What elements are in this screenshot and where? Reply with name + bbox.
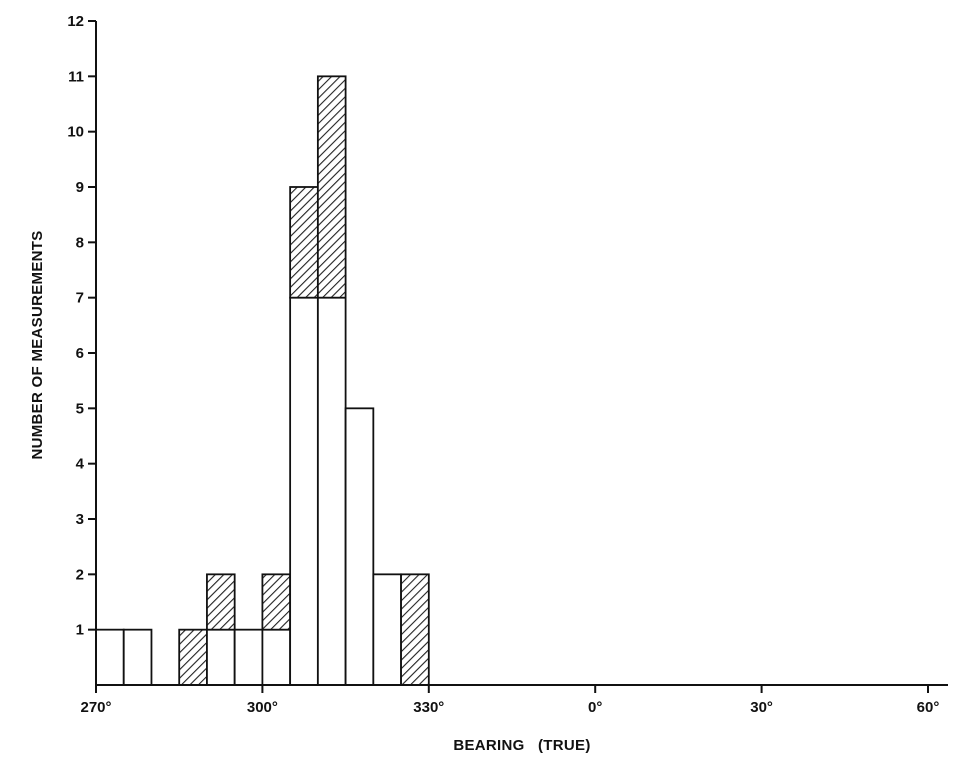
x-tick-label-330: 330° (413, 699, 444, 716)
y-axis-title: NUMBER OF MEASUREMENTS (29, 230, 46, 459)
bars-group (95, 75, 430, 686)
x-tick-label-360: 0° (588, 699, 602, 716)
bar-unshaded-275 (122, 628, 153, 686)
bar-unshaded-295 (233, 628, 264, 686)
bar-hatched-290 (206, 573, 236, 631)
bar-unshaded-290 (206, 628, 236, 686)
bar-unshaded-300 (261, 628, 292, 686)
x-ticks-group: 270° 300° 330° 0° 30° 60° (80, 685, 939, 716)
bar-unshaded-270 (95, 628, 125, 686)
y-tick-label-12: 12 (67, 13, 84, 30)
bar-hatched-300 (261, 573, 292, 631)
bar-hatched-305 (289, 186, 319, 299)
x-tick-label-270: 270° (80, 699, 111, 716)
y-tick-label-10: 10 (67, 124, 84, 141)
x-tick-label-390: 30° (750, 699, 773, 716)
y-tick-label-5: 5 (76, 400, 84, 417)
bar-unshaded-320 (372, 573, 402, 686)
bar-hatched-310 (316, 75, 347, 299)
y-tick-label-11: 11 (68, 68, 84, 85)
bar-hatched-325 (400, 573, 430, 686)
x-tick-label-420: 60° (917, 699, 940, 716)
y-tick-label-9: 9 (76, 179, 84, 196)
y-tick-label-6: 6 (76, 345, 84, 362)
x-axis-title: BEARING (TRUE) (453, 737, 590, 754)
y-tick-label-3: 3 (76, 511, 84, 528)
y-tick-label-7: 7 (76, 290, 84, 307)
x-tick-label-300: 300° (247, 699, 278, 716)
y-tick-label-2: 2 (76, 566, 84, 583)
y-tick-label-1: 1 (76, 622, 84, 639)
bar-unshaded-315 (344, 407, 375, 686)
bar-unshaded-305 (289, 296, 319, 686)
y-tick-label-8: 8 (76, 234, 84, 251)
y-tick-label-4: 4 (76, 456, 85, 473)
bar-hatched-285 (178, 628, 208, 686)
bar-unshaded-310 (316, 296, 347, 686)
